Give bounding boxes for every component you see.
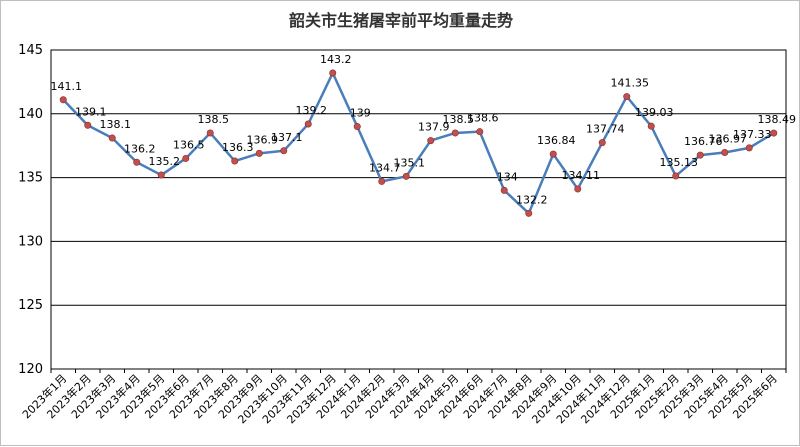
data-label: 137.1 <box>271 131 303 144</box>
data-point <box>598 139 606 147</box>
y-tick-label: 120 <box>18 362 43 377</box>
data-point <box>304 120 312 128</box>
data-point <box>574 185 582 193</box>
data-label: 136.76 <box>684 135 723 148</box>
data-point <box>206 129 214 137</box>
y-tick-label: 140 <box>18 107 43 122</box>
data-point <box>476 128 484 136</box>
data-label: 136.97 <box>709 132 748 145</box>
data-label: 134 <box>497 170 518 183</box>
data-label: 136.5 <box>173 138 205 151</box>
data-label: 134.7 <box>369 161 401 174</box>
data-point <box>280 147 288 155</box>
data-point <box>745 144 753 152</box>
data-label: 134.11 <box>562 169 601 182</box>
data-point <box>427 137 435 145</box>
data-point <box>402 172 410 180</box>
data-label: 137.33 <box>733 128 772 141</box>
data-label: 137.74 <box>586 123 625 136</box>
data-label: 138.6 <box>467 112 499 125</box>
data-point <box>500 186 508 194</box>
data-point <box>255 149 263 157</box>
data-point <box>525 209 533 217</box>
data-label: 139 <box>350 107 371 120</box>
data-point <box>108 134 116 142</box>
data-label: 135.13 <box>660 156 699 169</box>
data-point <box>84 121 92 129</box>
data-label: 143.2 <box>320 53 352 66</box>
data-label: 138.5 <box>443 113 475 126</box>
data-label: 136.2 <box>124 142 156 155</box>
data-label: 141.1 <box>51 80 83 93</box>
data-label: 138.5 <box>198 113 230 126</box>
data-point <box>133 158 141 166</box>
chart-title: 韶关市生猪屠宰前平均重量走势 <box>288 11 513 30</box>
data-point <box>157 171 165 179</box>
data-label: 139.03 <box>635 106 674 119</box>
y-tick-label: 145 <box>18 43 43 58</box>
data-point <box>770 129 778 137</box>
data-label: 135.2 <box>149 155 181 168</box>
data-label: 136.84 <box>537 134 576 147</box>
data-label: 138.1 <box>100 118 132 131</box>
data-label: 132.2 <box>516 193 548 206</box>
data-label: 136.3 <box>222 141 254 154</box>
data-label: 139.2 <box>296 104 328 117</box>
data-point <box>182 154 190 162</box>
data-point <box>378 177 386 185</box>
data-label: 135.1 <box>394 156 426 169</box>
series-line <box>62 71 775 215</box>
data-label: 141.35 <box>611 77 650 90</box>
y-tick-label: 125 <box>18 298 43 313</box>
data-point <box>59 96 67 104</box>
data-label: 138.49 <box>758 113 797 126</box>
data-point <box>549 150 557 158</box>
data-point <box>353 123 361 131</box>
y-tick-label: 135 <box>18 171 43 186</box>
plot-area <box>50 49 787 370</box>
data-point <box>721 148 729 156</box>
data-point <box>451 129 459 137</box>
data-point <box>329 69 337 77</box>
data-point <box>696 151 704 159</box>
data-label: 136.9 <box>247 133 279 146</box>
data-point <box>672 172 680 180</box>
y-tick-label: 130 <box>18 234 43 249</box>
data-label: 139.1 <box>75 105 107 118</box>
data-point <box>623 93 631 101</box>
data-label: 137.9 <box>418 121 450 134</box>
data-point <box>231 157 239 165</box>
data-point <box>647 122 655 130</box>
